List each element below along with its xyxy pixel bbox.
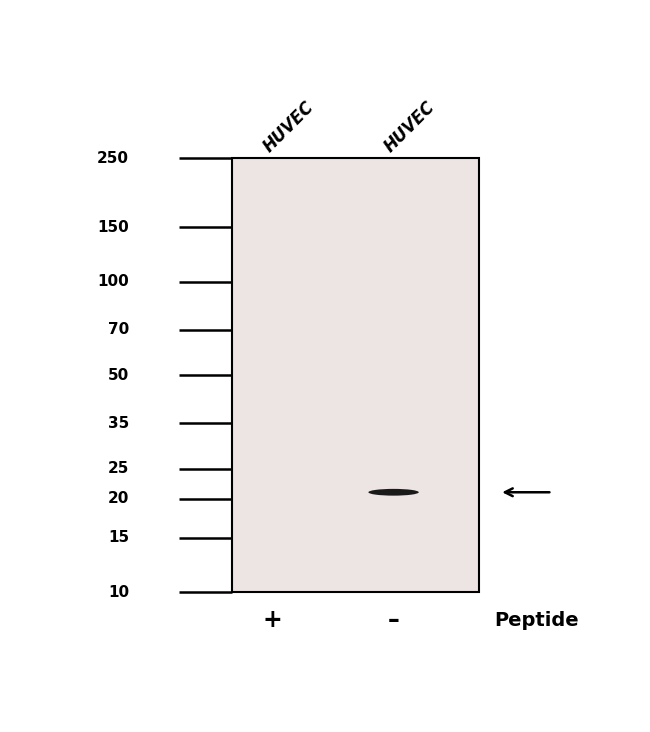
Text: 250: 250 [97, 151, 129, 165]
Text: 15: 15 [108, 530, 129, 545]
Text: 20: 20 [108, 491, 129, 507]
Text: HUVEC: HUVEC [260, 97, 318, 155]
Text: –: – [387, 608, 400, 632]
Text: +: + [263, 608, 283, 632]
Text: 50: 50 [108, 367, 129, 383]
Text: Peptide: Peptide [494, 611, 579, 630]
Text: 35: 35 [108, 416, 129, 431]
Text: 70: 70 [108, 322, 129, 337]
Text: 25: 25 [108, 461, 129, 477]
Text: 150: 150 [98, 220, 129, 235]
Text: 100: 100 [98, 274, 129, 289]
Bar [233, 158, 479, 592]
Text: HUVEC: HUVEC [381, 97, 439, 155]
Ellipse shape [369, 489, 419, 496]
Text: 10: 10 [108, 585, 129, 600]
